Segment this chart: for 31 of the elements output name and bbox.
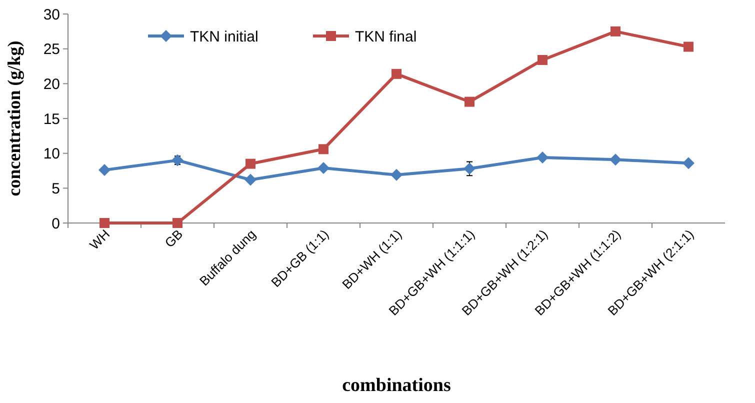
point (98, 164, 110, 176)
x-axis-title: combinations (342, 375, 451, 396)
point (536, 152, 548, 164)
point (318, 144, 328, 154)
y-tick-label: 20 (43, 76, 60, 93)
point (610, 26, 620, 36)
x-tick-label: WH (86, 226, 113, 252)
y-axis-title: concentration (g/kg) (4, 40, 24, 196)
y-tick-label: 10 (43, 146, 60, 163)
point (244, 174, 256, 186)
legend-label: TKN final (355, 28, 417, 46)
point (318, 162, 330, 174)
point (682, 157, 694, 170)
point (464, 96, 474, 107)
point (172, 218, 182, 228)
point (392, 68, 402, 79)
y-tick-label: 15 (43, 110, 60, 128)
x-tick-label: GB (162, 226, 186, 250)
point (464, 162, 476, 175)
y-tick-label: 25 (43, 41, 60, 58)
y-tick-label: 5 (52, 180, 60, 198)
point (390, 168, 402, 181)
point (246, 158, 256, 169)
point (610, 154, 622, 166)
legend-label: TKN initial (190, 28, 258, 46)
point (684, 42, 694, 52)
point (172, 154, 184, 166)
y-tick-label: 30 (43, 6, 60, 24)
point (538, 54, 548, 65)
y-tick-label: 0 (52, 215, 60, 232)
point (100, 218, 110, 228)
